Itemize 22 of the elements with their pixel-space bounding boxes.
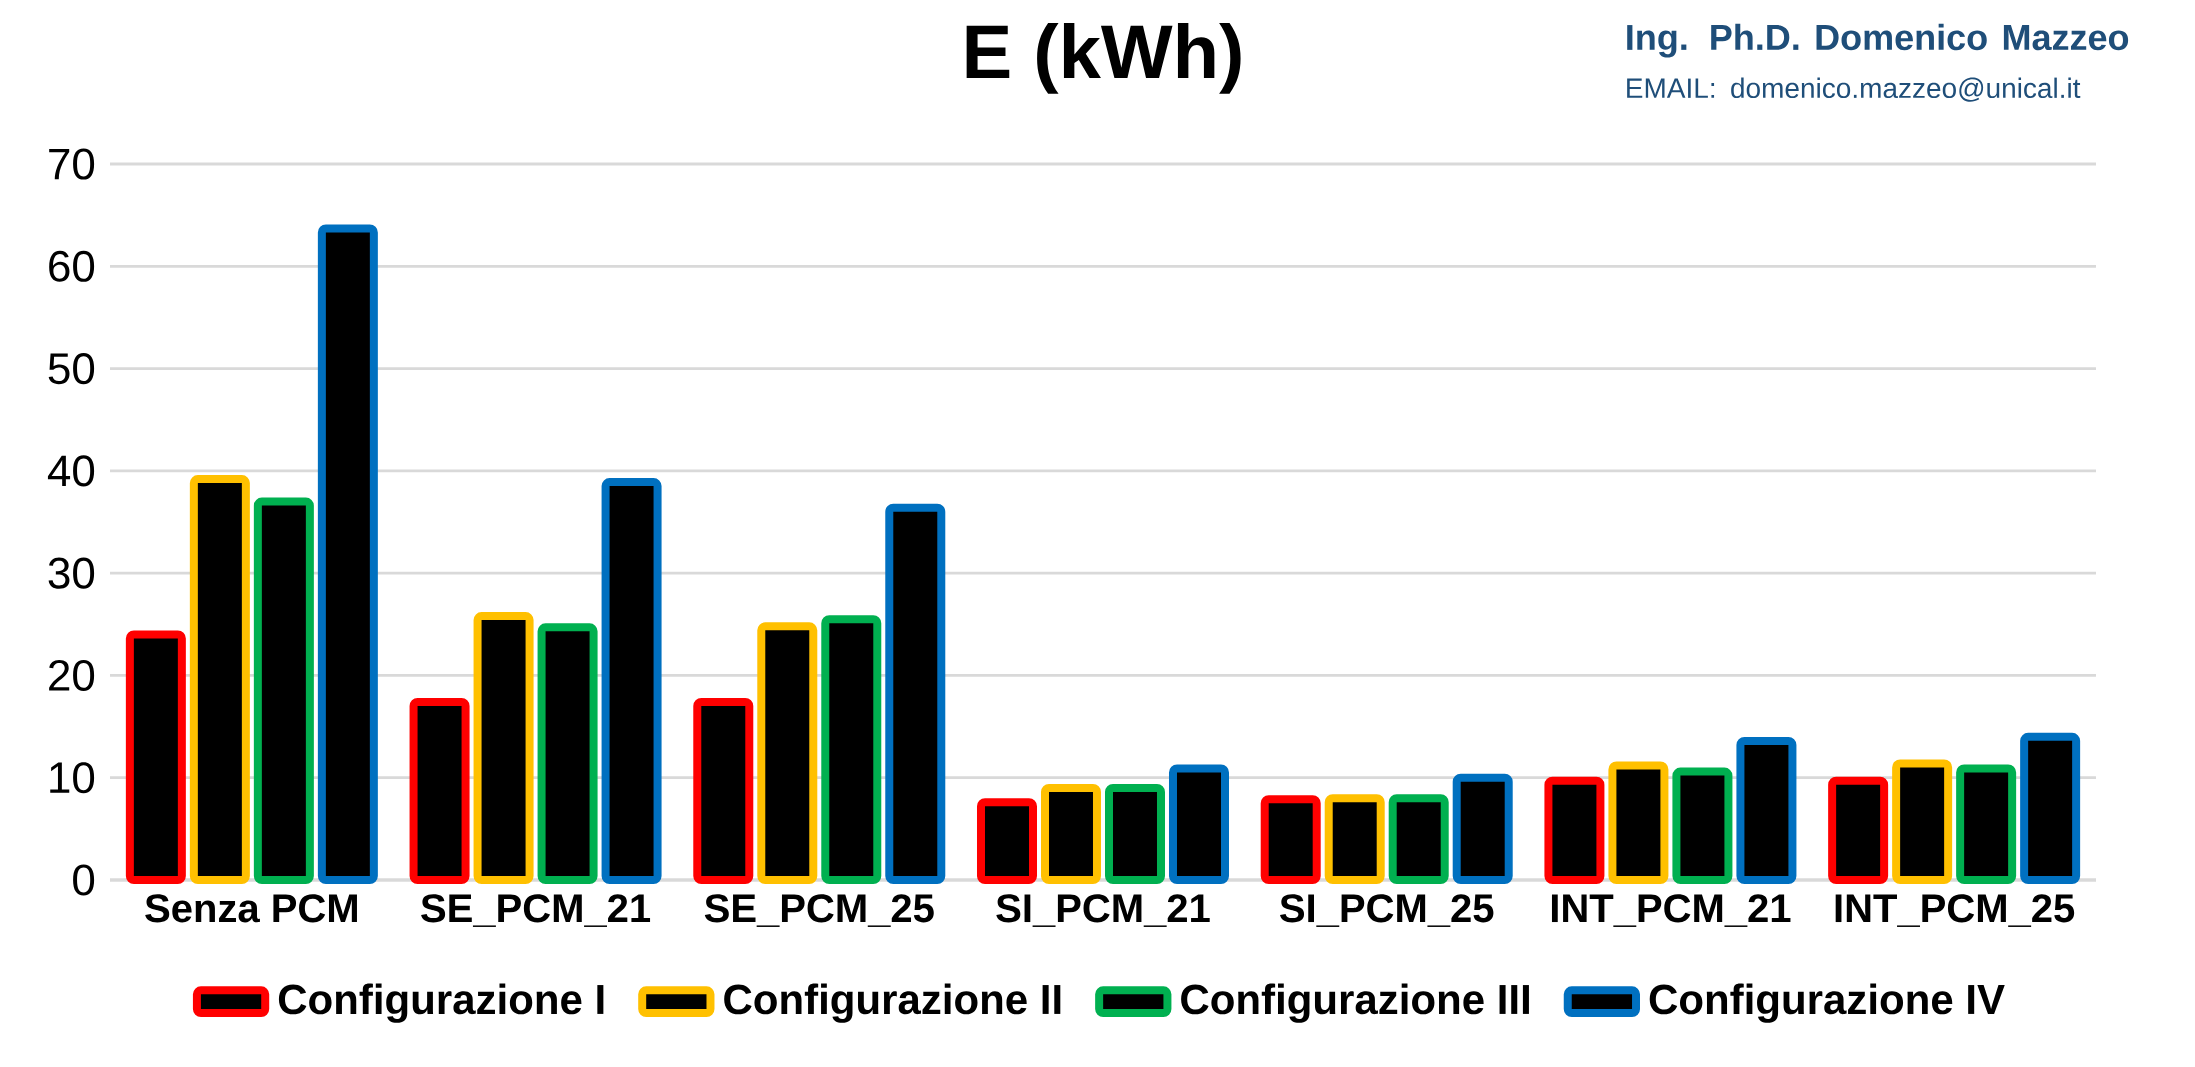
y-tick-label: 70: [49, 148, 95, 180]
y-tick-label: 20: [49, 659, 95, 692]
legend-label: Configurazione IV: [1649, 983, 2005, 1023]
legend-label: Configurazione III: [1181, 983, 1529, 1023]
x-tick-label: INT_PCM_21: [1551, 894, 1791, 927]
text: EMAIL: domenico.mazzeo@unical.it: [1627, 77, 2081, 102]
legend-label: Configurazione I: [278, 983, 604, 1023]
x-tick-label: SE_PCM_25: [704, 894, 934, 927]
text: Ing. Ph.D. Domenico Mazzeo: [1627, 23, 2129, 58]
y-tick-label: 30: [48, 557, 95, 589]
x-tick-label: Senza PCM: [145, 894, 357, 923]
y-tick-label: 40: [47, 455, 95, 487]
legend-label: Configurazione II: [724, 983, 1061, 1023]
y-tick-label: 60: [49, 250, 95, 282]
y-tick-label: 50: [48, 353, 95, 385]
x-tick-label: SI_PCM_25: [1280, 894, 1494, 927]
x-tick-label: INT_PCM_25: [1835, 894, 2075, 927]
y-tick-label: 0: [73, 864, 95, 896]
x-tick-label: SI_PCM_21: [996, 894, 1210, 927]
x-tick-label: SE_PCM_21: [421, 894, 651, 927]
y-tick-label: 10: [50, 762, 95, 794]
chart-title: E (kWh): [966, 23, 1241, 94]
